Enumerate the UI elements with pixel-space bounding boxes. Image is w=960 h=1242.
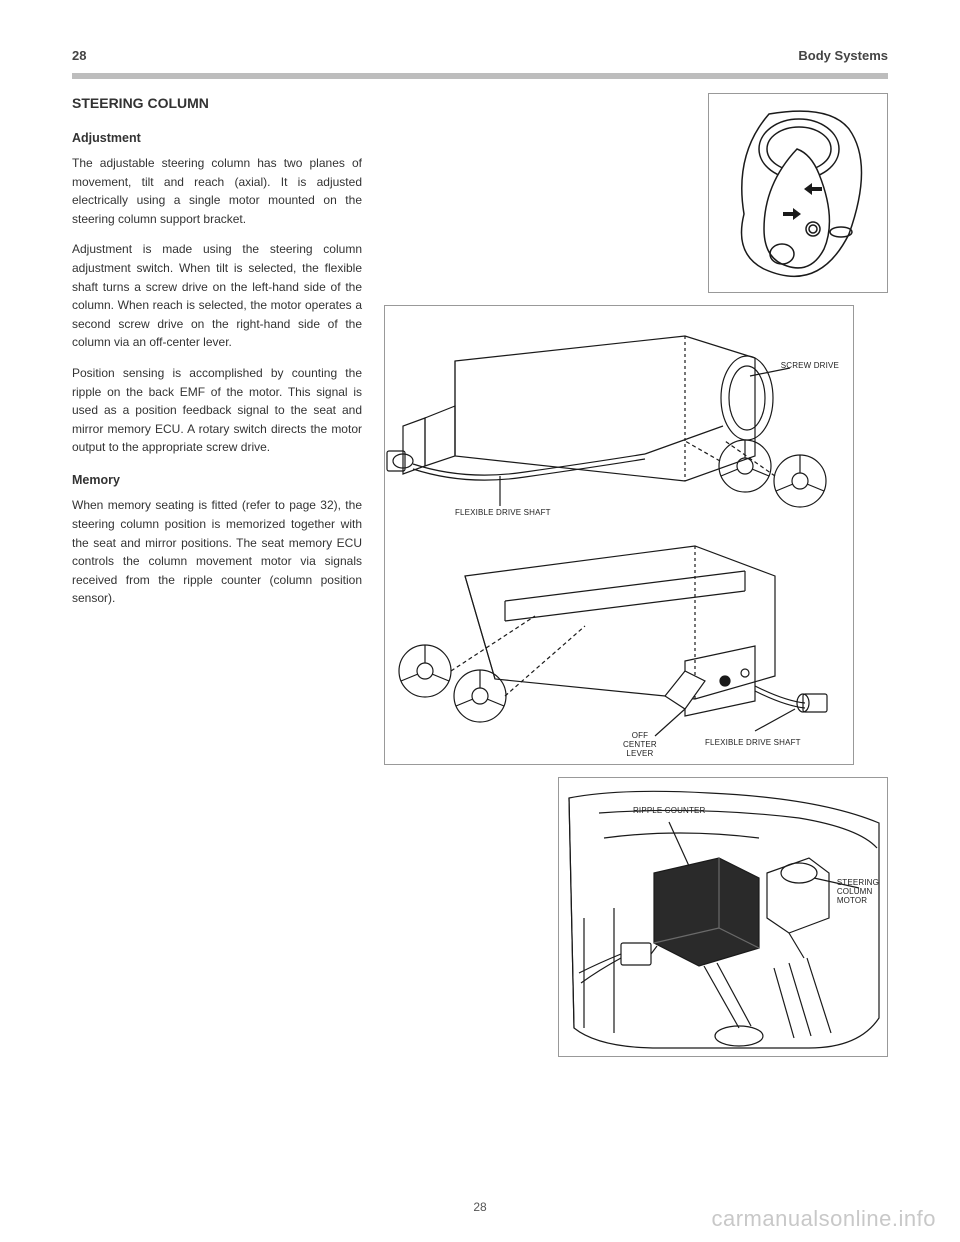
section-heading: Body Systems: [798, 48, 888, 63]
right-column: SCREW DRIVE FLEXIBLE DRIVE SHAFT OFF CEN…: [384, 93, 888, 1057]
label-ripple-counter: RIPPLE COUNTER: [633, 806, 705, 815]
header-row: 28 Body Systems: [72, 48, 888, 63]
paragraph-1: The adjustable steering column has two p…: [72, 154, 362, 228]
page: 28 Body Systems STEERING COLUMN Adjustme…: [0, 0, 960, 1242]
subhead-memory: Memory: [72, 471, 362, 490]
figure-ripple-counter: RIPPLE COUNTER STEERING COLUMN MOTOR: [558, 777, 888, 1057]
column-title: STEERING COLUMN: [72, 93, 362, 115]
label-screw-drive: SCREW DRIVE: [781, 361, 839, 370]
label-flexible-shaft-1: FLEXIBLE DRIVE SHAFT: [455, 508, 551, 517]
figure-switch: [708, 93, 888, 293]
label-flexible-shaft-2: FLEXIBLE DRIVE SHAFT: [705, 738, 801, 747]
left-column: STEERING COLUMN Adjustment The adjustabl…: [72, 93, 362, 1057]
subhead-adjustment: Adjustment: [72, 129, 362, 148]
watermark: carmanualsonline.info: [711, 1206, 936, 1232]
header-rule: [72, 73, 888, 79]
page-number-top: 28: [72, 48, 86, 63]
content-area: STEERING COLUMN Adjustment The adjustabl…: [72, 93, 888, 1057]
figure-column-mechanism: SCREW DRIVE FLEXIBLE DRIVE SHAFT OFF CEN…: [384, 305, 854, 765]
paragraph-2: Adjustment is made using the steering co…: [72, 240, 362, 352]
paragraph-memory: When memory seating is fitted (refer to …: [72, 496, 362, 608]
label-off-center-lever: OFF CENTER LEVER: [623, 731, 657, 758]
label-steering-column-motor: STEERING COLUMN MOTOR: [837, 878, 879, 905]
paragraph-3: Position sensing is accomplished by coun…: [72, 364, 362, 457]
